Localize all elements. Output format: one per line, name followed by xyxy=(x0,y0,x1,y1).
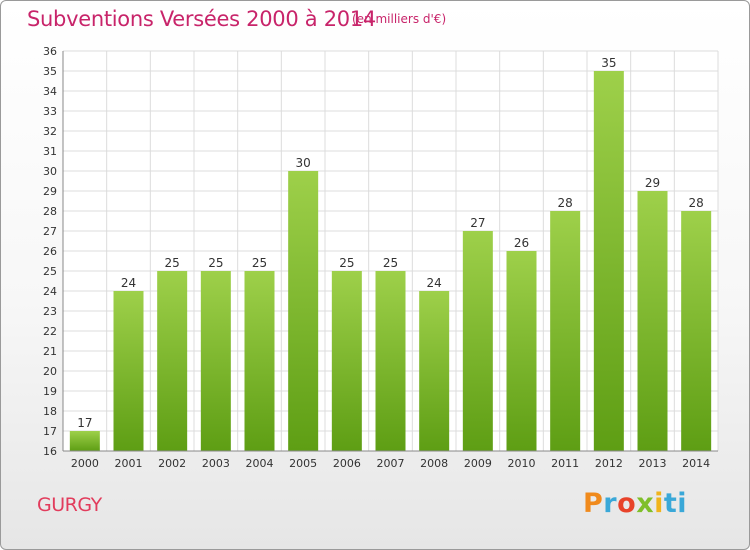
y-tick-label: 22 xyxy=(43,325,57,338)
y-tick-label: 35 xyxy=(43,65,57,78)
x-tick-label: 2005 xyxy=(289,457,317,470)
x-tick-label: 2010 xyxy=(508,457,536,470)
data-label: 25 xyxy=(165,256,180,270)
x-tick-label: 2004 xyxy=(246,457,274,470)
bar xyxy=(288,171,319,451)
x-tick-label: 2006 xyxy=(333,457,361,470)
data-label: 30 xyxy=(296,156,311,170)
data-label: 27 xyxy=(470,216,485,230)
bar xyxy=(331,271,362,451)
bar xyxy=(157,271,188,451)
data-label: 29 xyxy=(645,176,660,190)
logo-letter: r xyxy=(603,488,618,519)
data-label: 25 xyxy=(339,256,354,270)
data-label: 25 xyxy=(383,256,398,270)
x-tick-label: 2002 xyxy=(158,457,186,470)
data-label: 17 xyxy=(77,416,92,430)
y-tick-label: 16 xyxy=(43,445,57,458)
x-tick-label: 2013 xyxy=(639,457,667,470)
x-tick-label: 2009 xyxy=(464,457,492,470)
y-tick-label: 33 xyxy=(43,105,57,118)
data-label: 24 xyxy=(121,276,136,290)
y-tick-label: 23 xyxy=(43,305,57,318)
bar xyxy=(113,291,144,451)
y-tick-label: 36 xyxy=(43,45,57,58)
bar xyxy=(375,271,406,451)
x-tick-label: 2014 xyxy=(682,457,710,470)
x-tick-label: 2000 xyxy=(71,457,99,470)
bar xyxy=(69,431,100,451)
axes: 16 17 18 19 20 21 22 23 24 25 26 27 28 29 30 31 32 33 34 35… xyxy=(43,45,718,470)
data-label: 25 xyxy=(252,256,267,270)
bar xyxy=(419,291,450,451)
data-label: 24 xyxy=(427,276,442,290)
y-tick-label: 17 xyxy=(43,425,57,438)
chart-title: Subventions Versées 2000 à 2014 xyxy=(27,7,376,31)
y-tick-label: 34 xyxy=(43,85,57,98)
x-tick-label: 2003 xyxy=(202,457,230,470)
y-tick-label: 18 xyxy=(43,405,57,418)
data-label: 35 xyxy=(601,56,616,70)
logo-letter: ti xyxy=(663,488,688,519)
bar xyxy=(637,191,668,451)
bar xyxy=(593,71,624,451)
bar xyxy=(550,211,581,451)
x-tick-label: 2011 xyxy=(551,457,579,470)
logo-letter: P xyxy=(583,488,604,519)
x-tick-label: 2008 xyxy=(420,457,448,470)
bar xyxy=(462,231,493,451)
y-tick-label: 20 xyxy=(43,365,57,378)
y-tick-label: 31 xyxy=(43,145,57,158)
logo-letter: x xyxy=(636,488,655,519)
bar xyxy=(681,211,712,451)
x-tick-label: 2012 xyxy=(595,457,623,470)
y-tick-label: 28 xyxy=(43,205,57,218)
data-label: 28 xyxy=(558,196,573,210)
x-tick-label: 2001 xyxy=(115,457,143,470)
y-tick-label: 26 xyxy=(43,245,57,258)
proxiti-logo: Proxiti xyxy=(583,488,687,519)
logo-letter: o xyxy=(617,488,637,519)
place-name: GURGY xyxy=(37,494,102,516)
bar xyxy=(200,271,231,451)
bars: 17 24 25 25 25 30 25 25 24 27 26 28 35 29 28 xyxy=(69,56,712,451)
y-tick-label: 25 xyxy=(43,265,57,278)
y-tick-label: 30 xyxy=(43,165,57,178)
y-tick-label: 19 xyxy=(43,385,57,398)
y-tick-label: 27 xyxy=(43,225,57,238)
y-tick-label: 32 xyxy=(43,125,57,138)
data-label: 28 xyxy=(689,196,704,210)
chart-subtitle: (en milliers d'€) xyxy=(352,12,447,26)
y-tick-label: 21 xyxy=(43,345,57,358)
bar xyxy=(244,271,275,451)
data-label: 26 xyxy=(514,236,529,250)
bar xyxy=(506,251,537,451)
data-label: 25 xyxy=(208,256,223,270)
y-tick-label: 29 xyxy=(43,185,57,198)
y-tick-label: 24 xyxy=(43,285,57,298)
logo-letter: i xyxy=(654,488,664,519)
x-tick-label: 2007 xyxy=(377,457,405,470)
